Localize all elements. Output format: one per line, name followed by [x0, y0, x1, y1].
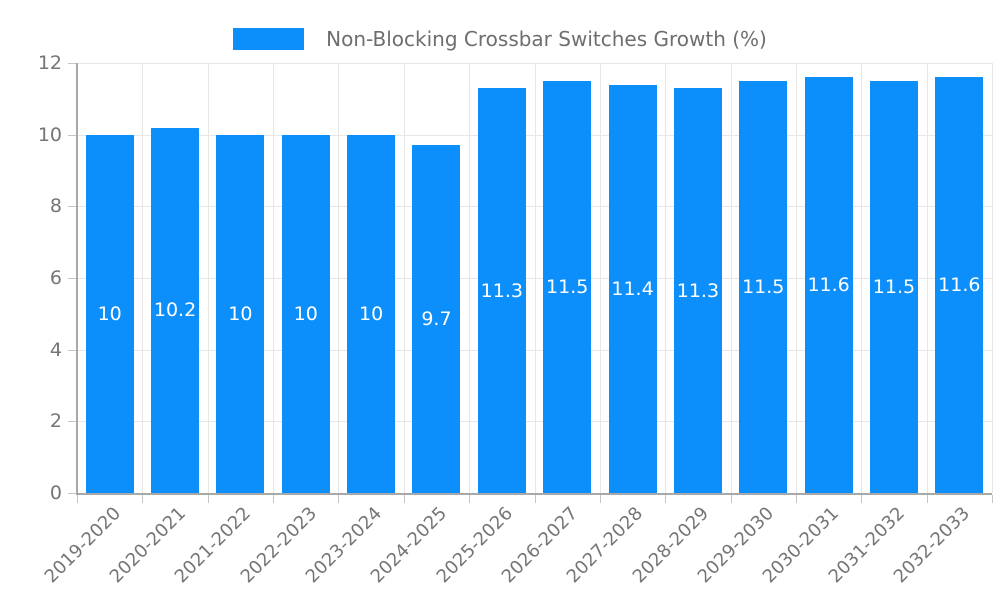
bar: 11.5	[869, 80, 918, 493]
y-axis-tick-label: 8	[49, 195, 62, 218]
bar: 10	[85, 134, 134, 493]
bar: 10	[216, 134, 265, 493]
x-axis-tick	[338, 495, 340, 503]
y-axis-tick-label: 2	[49, 410, 62, 433]
y-axis-tick	[68, 421, 77, 423]
bar-value-label: 10	[228, 302, 253, 325]
gridline-vertical	[599, 63, 601, 493]
gridline-vertical	[338, 63, 340, 493]
bar-value-label: 11.3	[676, 279, 720, 302]
x-axis-tick	[599, 495, 601, 503]
bar: 10	[281, 134, 330, 493]
x-axis-tick	[665, 495, 667, 503]
x-axis-tick	[207, 495, 209, 503]
y-axis-tick-label: 6	[49, 267, 62, 289]
x-axis-tick	[469, 495, 471, 503]
bar: 11.5	[543, 80, 592, 493]
gridline-vertical	[142, 63, 144, 493]
y-axis-tick	[68, 134, 77, 136]
bar-value-label: 10.2	[153, 299, 197, 322]
bar: 10	[347, 134, 396, 493]
y-axis-line	[76, 63, 78, 495]
gridline-vertical	[665, 63, 667, 493]
gridline-vertical	[273, 63, 275, 493]
legend-swatch	[233, 28, 305, 50]
x-axis-tick	[730, 495, 732, 503]
bar-value-label: 9.7	[421, 308, 452, 331]
y-axis-tick-label: 0	[49, 482, 62, 504]
bar-value-label: 11.3	[480, 279, 523, 302]
gridline-vertical	[861, 63, 863, 493]
y-axis-tick	[68, 206, 77, 208]
gridline-vertical	[795, 63, 797, 493]
y-axis-tick	[68, 493, 77, 494]
gridline-vertical	[926, 63, 928, 493]
bar-value-label: 11.5	[546, 275, 589, 298]
bar-value-label: 10	[97, 302, 122, 325]
x-axis-tick	[926, 495, 928, 503]
bar: 11.3	[477, 88, 526, 493]
x-axis-tick	[861, 495, 863, 503]
bar: 9.7	[412, 145, 461, 493]
x-axis-tick	[77, 495, 78, 503]
y-axis-tick-label: 12	[37, 52, 62, 74]
bar-value-label: 11.5	[872, 275, 916, 298]
bar: 11.6	[804, 77, 853, 493]
bar: 10.2	[151, 127, 200, 493]
x-axis-tick	[992, 495, 993, 503]
x-axis-tick	[795, 495, 797, 503]
x-axis-line	[77, 493, 992, 495]
y-axis-tick-label: 10	[37, 123, 62, 146]
bar: 11.5	[739, 80, 788, 493]
bar-value-label: 10	[293, 302, 318, 325]
x-axis-tick	[403, 495, 405, 503]
bar: 11.4	[608, 84, 657, 493]
y-axis-tick	[68, 349, 77, 351]
x-axis-tick	[534, 495, 536, 503]
legend: Non-Blocking Crossbar Switches Growth (%…	[0, 24, 1000, 54]
gridline-vertical	[403, 63, 405, 493]
bar-value-label: 11.6	[807, 274, 850, 297]
y-axis-tick	[68, 63, 77, 64]
gridline-vertical	[992, 63, 993, 493]
gridline-vertical	[534, 63, 536, 493]
gridline-vertical	[730, 63, 732, 493]
bar: 11.3	[673, 88, 722, 493]
bar: 11.6	[935, 77, 984, 493]
bar-value-label: 11.5	[742, 275, 785, 298]
y-axis-tick-label: 4	[49, 338, 62, 361]
bar-value-label: 10	[359, 302, 384, 325]
y-axis-tick	[68, 278, 77, 279]
bar-value-label: 11.6	[938, 274, 981, 297]
gridline-vertical	[469, 63, 471, 493]
gridline-vertical	[207, 63, 209, 493]
bar-value-label: 11.4	[611, 277, 654, 300]
legend-label: Non-Blocking Crossbar Switches Growth (%…	[326, 27, 767, 51]
x-axis-tick	[142, 495, 144, 503]
x-axis-tick	[273, 495, 275, 503]
